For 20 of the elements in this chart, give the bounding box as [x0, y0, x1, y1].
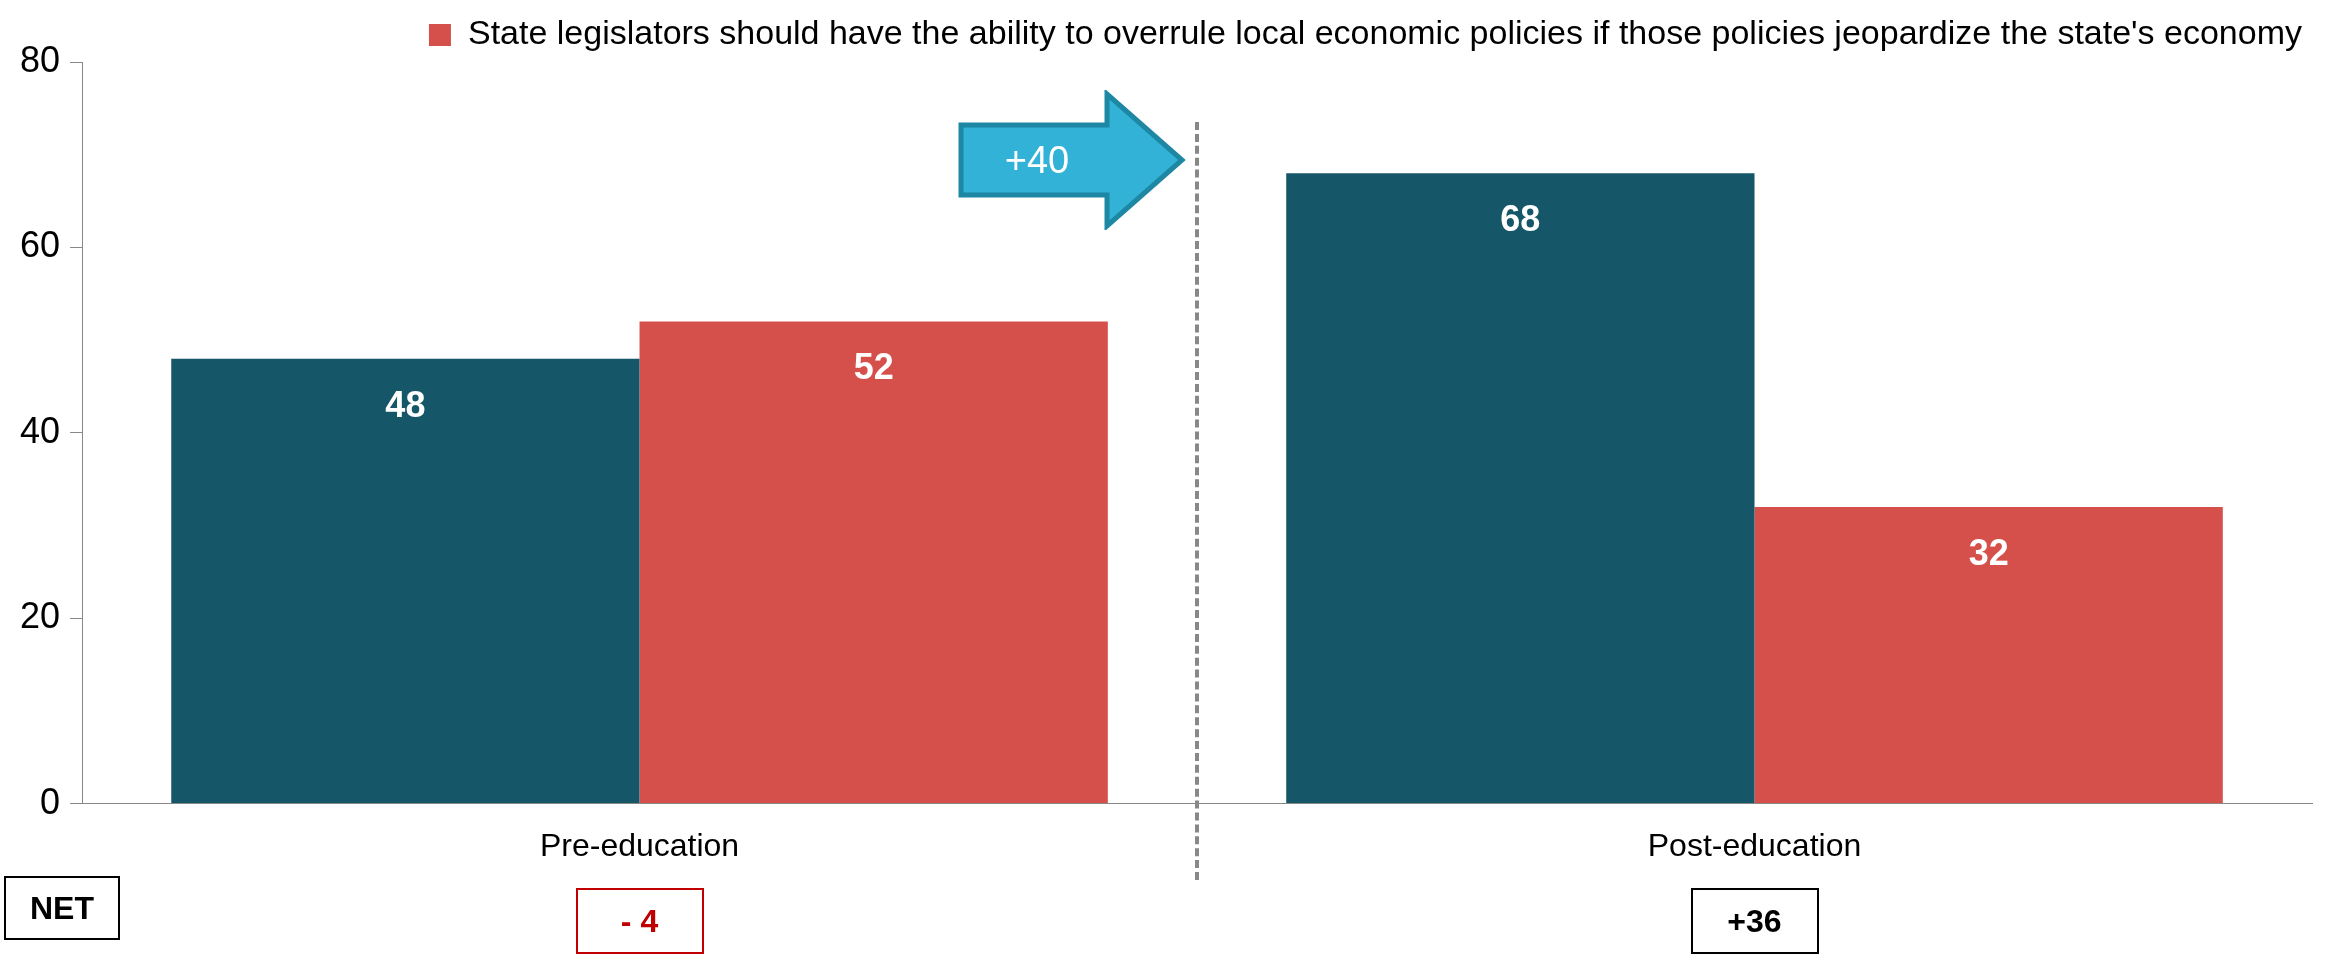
data-label: 48 — [385, 383, 426, 425]
data-label: 68 — [1500, 198, 1541, 240]
bar — [1754, 506, 2223, 804]
y-tick-label: 0 — [40, 780, 61, 822]
x-tick-label: Post-education — [1647, 826, 1862, 863]
data-label: 52 — [853, 346, 894, 388]
y-tick-label: 80 — [20, 38, 61, 80]
y-tick-label: 20 — [20, 595, 61, 637]
text: NET — [4, 876, 120, 940]
text: +36 — [1690, 888, 1819, 954]
annotation: +40 — [1003, 137, 1071, 183]
y-tick-label: 40 — [20, 409, 61, 451]
data-label: 32 — [1968, 531, 2009, 573]
bar — [1286, 173, 1755, 804]
bar — [639, 321, 1108, 804]
x-tick-label: Pre-education — [539, 826, 740, 863]
y-tick-label: 60 — [20, 224, 61, 266]
text: - 4 — [575, 888, 704, 954]
legend-label: State legislators should have the ability to overrule local economic policies if those policies jeopardize the state's economy — [467, 13, 2303, 52]
bar — [171, 358, 640, 804]
